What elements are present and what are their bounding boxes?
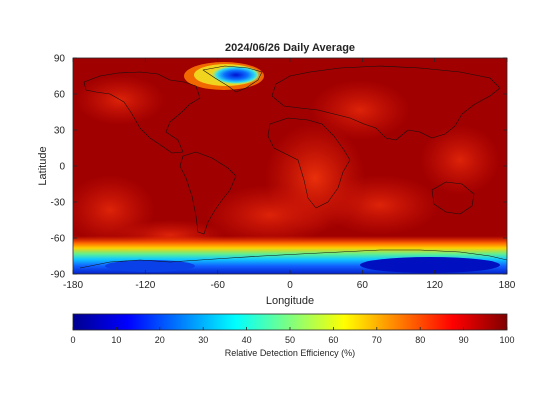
map-area [73,58,507,274]
colorbar-tick-label: 10 [111,335,121,345]
y-tick-label: 0 [59,162,65,173]
x-tick-label: 60 [357,280,369,291]
chart-title: 2024/06/26 Daily Average [225,42,355,54]
y-tick-label: -30 [51,198,66,209]
antarctic-low-pacific [105,260,195,272]
colorbar-label: Relative Detection Efficiency (%) [225,348,355,358]
colorbar-tick-label: 70 [372,335,382,345]
coast-africa [267,117,351,209]
colorbar-tick-label: 80 [415,335,425,345]
colorbar-tick-label: 30 [198,335,208,345]
colorbar-tick-label: 60 [328,335,338,345]
colorbar-ticks: 0 10 20 30 40 50 60 70 80 90 100 [70,327,515,345]
warm-region-south-atlantic [205,185,335,245]
y-axis-ticks: 90 60 30 0 -30 -60 -90 [51,54,507,281]
coast-greenland [202,65,263,93]
x-tick-label: 180 [499,280,516,291]
coast-antarctica [79,249,507,269]
colorbar-tick-label: 0 [70,335,75,345]
x-tick-label: -180 [63,280,83,291]
colorbar-tick-label: 100 [499,335,514,345]
x-axis-label: Longitude [266,295,314,307]
y-tick-label: 60 [54,90,66,101]
x-axis-ticks: -180 -120 -60 0 60 120 180 [63,58,516,291]
y-tick-label: -90 [51,270,66,281]
x-tick-label: -120 [135,280,155,291]
antarctic-deep-low [360,257,500,273]
coast-north-america [83,71,201,154]
x-tick-label: -60 [210,280,225,291]
coast-australia [431,181,475,215]
y-axis-label: Latitude [37,146,49,185]
colorbar-tick-label: 20 [155,335,165,345]
coast-eurasia [271,65,501,141]
coast-south-america [179,151,237,235]
colorbar-tick-label: 50 [285,335,295,345]
x-tick-label: 0 [287,280,293,291]
y-tick-label: 30 [54,126,66,137]
colorbar-tick-label: 40 [242,335,252,345]
warm-region-indian-ocean [320,175,440,235]
colorbar-tick-label: 90 [459,335,469,345]
coastlines [79,65,507,269]
y-tick-label: 90 [54,54,66,65]
greenland-low [210,65,262,85]
y-tick-label: -60 [51,234,66,245]
warm-region-west-pacific [420,125,500,195]
x-tick-label: 120 [426,280,443,291]
warm-region-asia [310,80,410,140]
